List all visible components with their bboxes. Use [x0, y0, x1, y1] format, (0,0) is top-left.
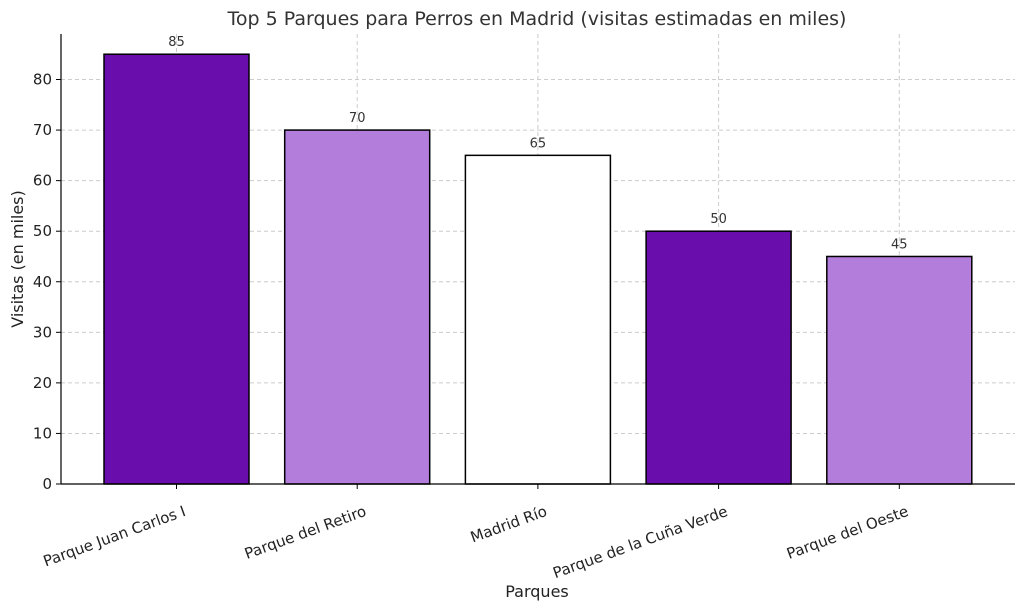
y-tick-label: 50 [33, 222, 52, 240]
bars [103, 53, 973, 485]
data-label: 65 [530, 136, 547, 151]
data-label: 50 [710, 212, 727, 227]
y-tick-label: 70 [33, 121, 52, 139]
bar [464, 154, 612, 485]
y-ticks: 0 10 20 30 40 50 60 70 80 [33, 71, 61, 493]
category-label: Parque del Oeste [784, 502, 911, 563]
data-labels: 85 70 65 50 45 [168, 35, 907, 252]
y-tick-label: 0 [42, 475, 52, 493]
data-label: 45 [891, 237, 908, 252]
y-tick-label: 20 [33, 374, 52, 392]
category-label: Parque del Retiro [242, 502, 369, 563]
bar [645, 230, 792, 485]
y-tick-label: 80 [33, 71, 52, 89]
y-axis-label: Visitas (en miles) [8, 190, 27, 328]
y-tick-label: 10 [33, 424, 52, 442]
chart-title: Top 5 Parques para Perros en Madrid (vis… [227, 8, 847, 30]
y-tick-label: 30 [33, 323, 52, 341]
y-tick-label: 60 [33, 172, 52, 190]
x-ticks: Parque Juan Carlos I Parque del Retiro Mad… [41, 484, 911, 582]
data-label: 70 [349, 111, 366, 126]
bar [283, 129, 431, 485]
category-label: Madrid Río [468, 502, 549, 546]
category-label: Parque de la Cuña Verde [550, 502, 730, 582]
data-label: 85 [168, 35, 185, 50]
bar [826, 255, 973, 485]
x-axis-label: Parques [505, 582, 569, 601]
category-label: Parque Juan Carlos I [41, 502, 188, 570]
bar [103, 53, 250, 485]
y-tick-label: 40 [33, 273, 52, 291]
